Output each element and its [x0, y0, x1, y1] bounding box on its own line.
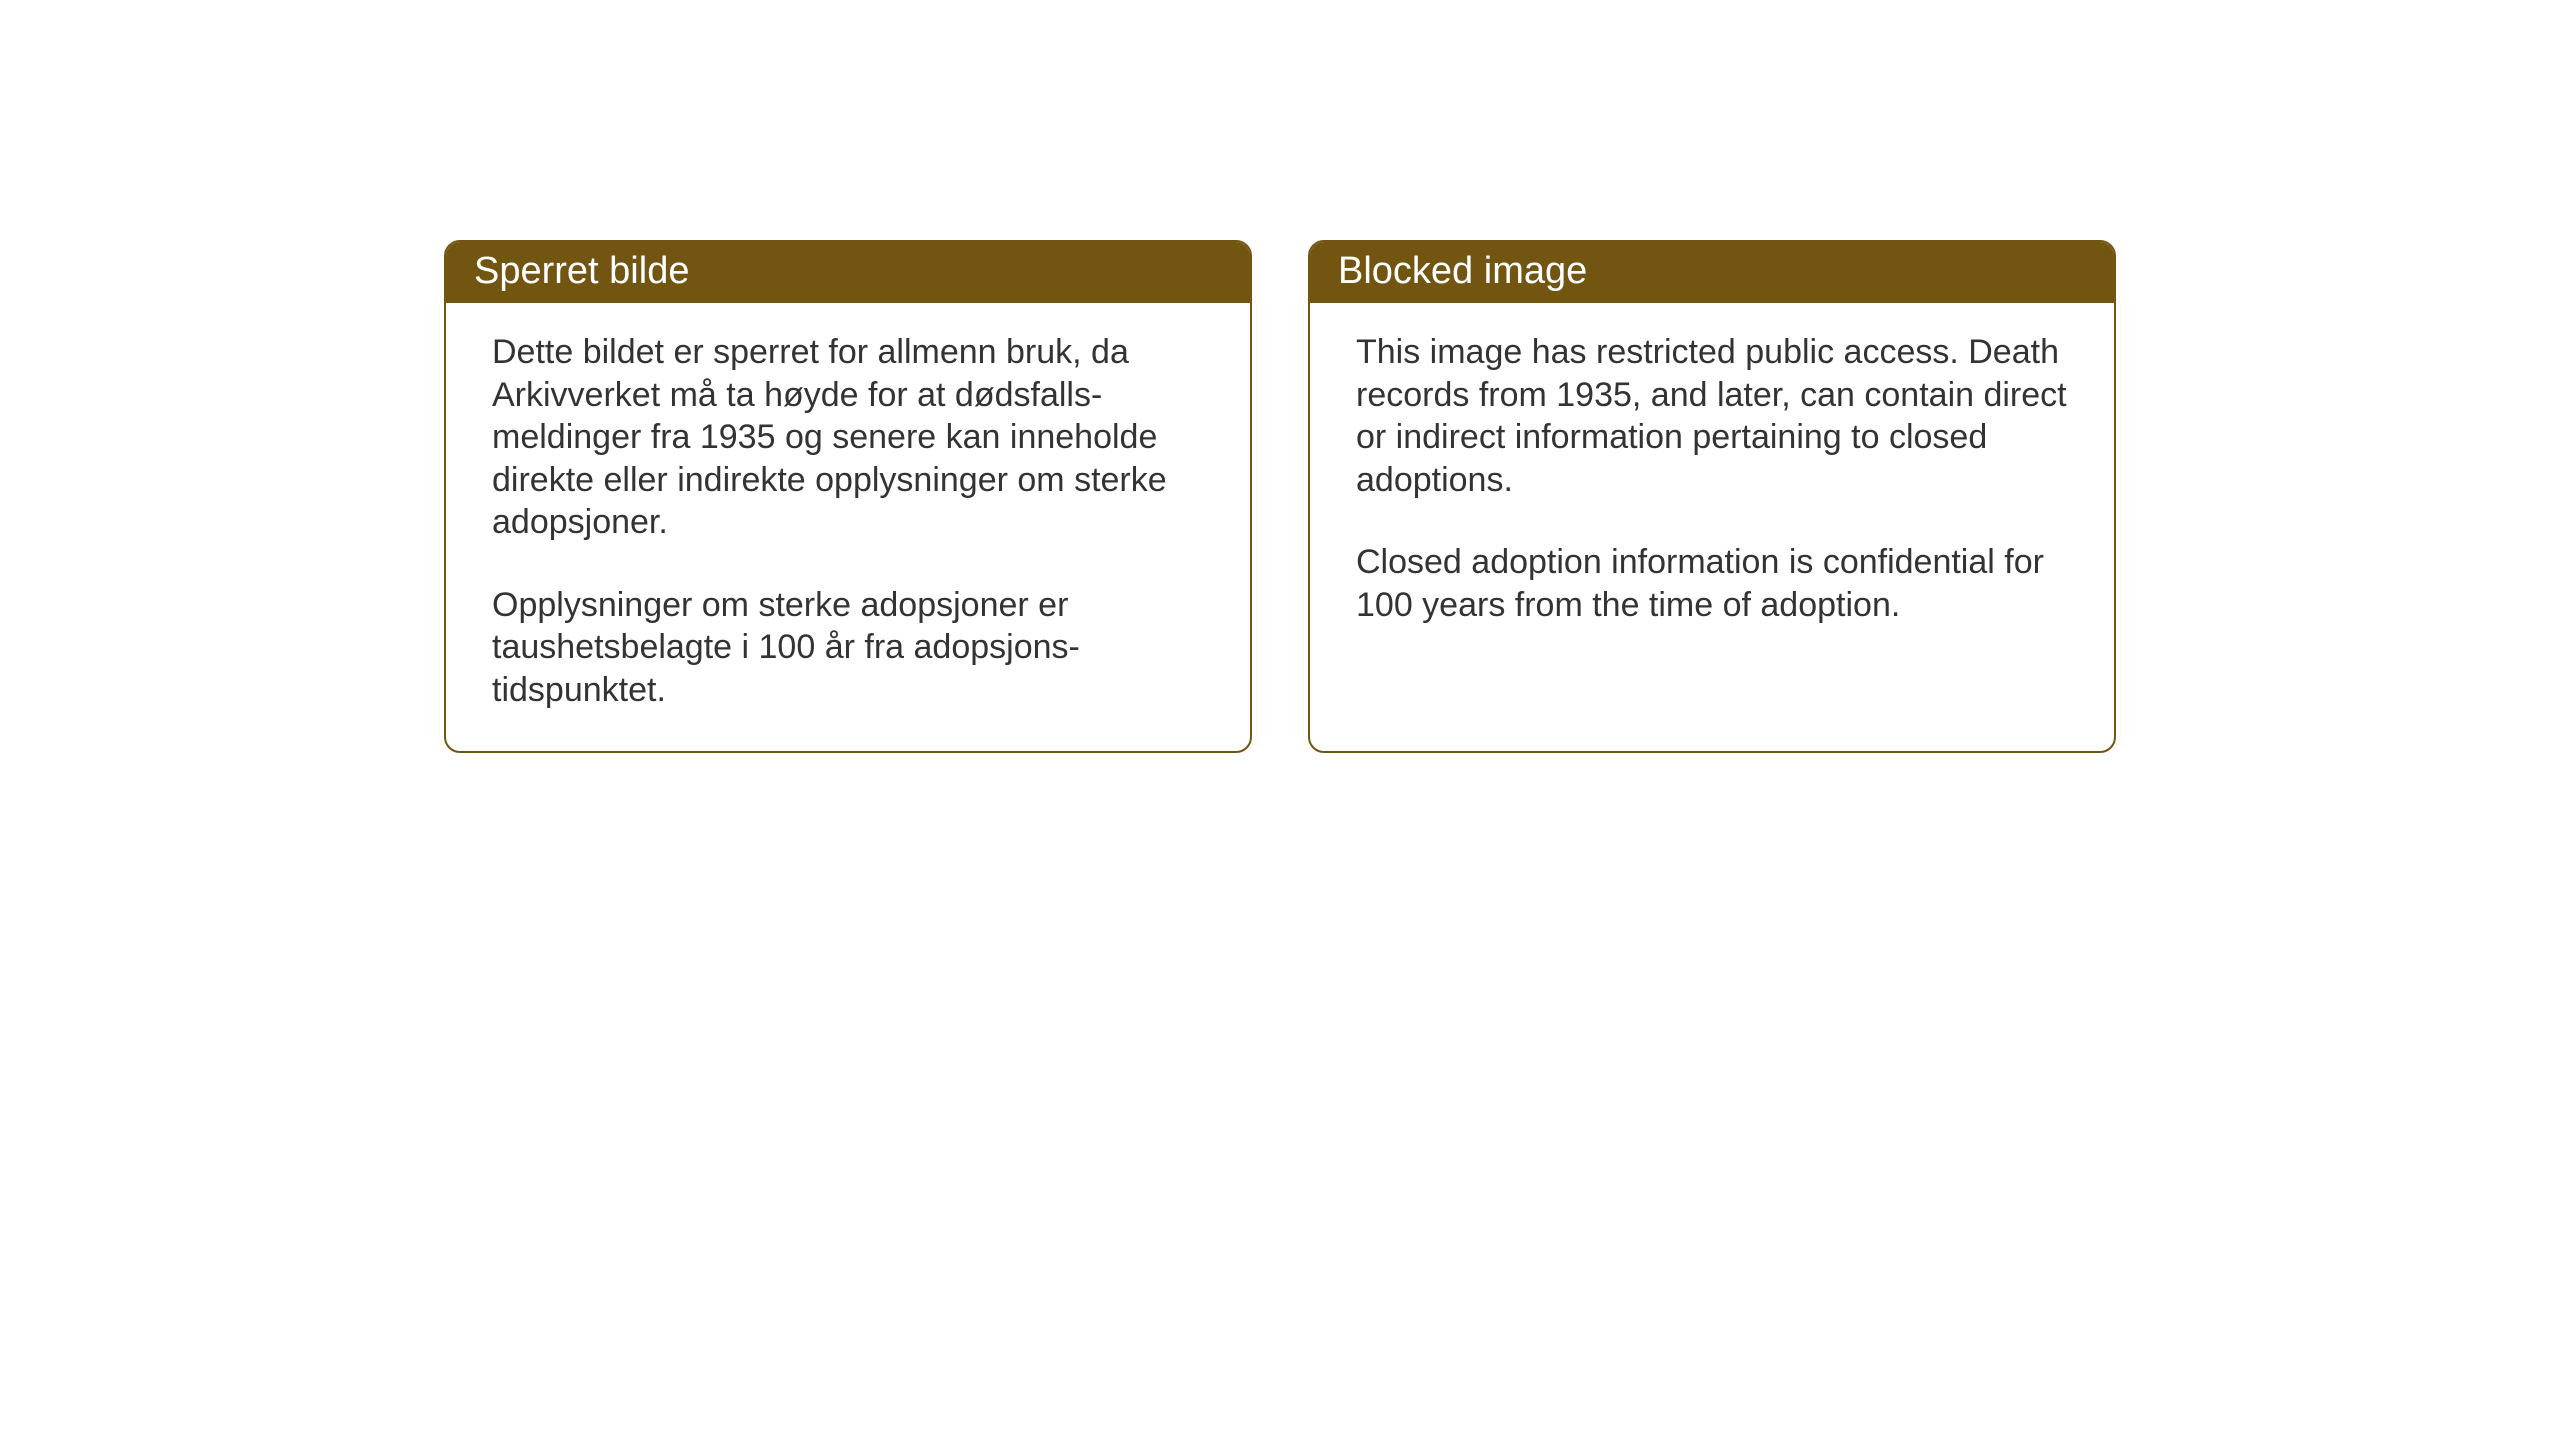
notice-container: Sperret bilde Dette bildet er sperret fo… [444, 240, 2116, 753]
notice-body-english: This image has restricted public access.… [1310, 303, 2114, 743]
notice-body-norwegian: Dette bildet er sperret for allmenn bruk… [446, 303, 1250, 751]
notice-header-norwegian: Sperret bilde [446, 242, 1250, 303]
notice-title-norwegian: Sperret bilde [474, 250, 689, 292]
notice-paragraph-1-english: This image has restricted public access.… [1356, 331, 2068, 501]
notice-box-english: Blocked image This image has restricted … [1308, 240, 2116, 753]
notice-title-english: Blocked image [1338, 250, 1587, 292]
notice-box-norwegian: Sperret bilde Dette bildet er sperret fo… [444, 240, 1252, 753]
notice-header-english: Blocked image [1310, 242, 2114, 303]
notice-paragraph-2-norwegian: Opplysninger om sterke adopsjoner er tau… [492, 584, 1204, 712]
notice-paragraph-2-english: Closed adoption information is confident… [1356, 541, 2068, 626]
notice-paragraph-1-norwegian: Dette bildet er sperret for allmenn bruk… [492, 331, 1204, 544]
